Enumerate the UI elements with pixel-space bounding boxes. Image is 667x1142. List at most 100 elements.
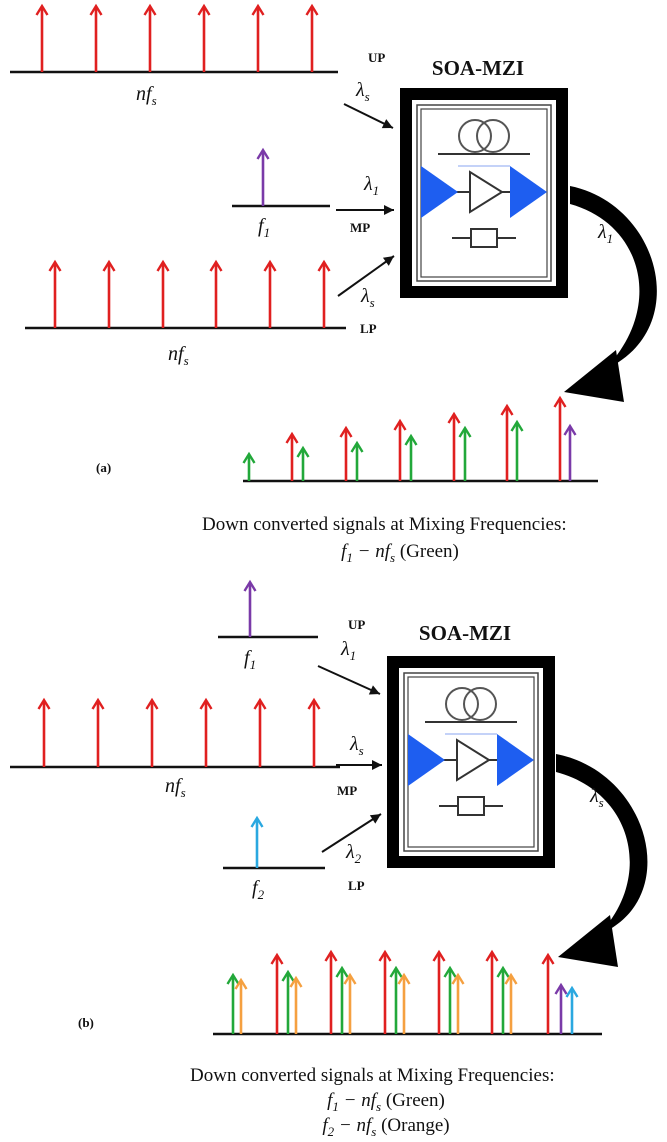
up-spike — [89, 3, 103, 72]
output-spike — [285, 431, 299, 481]
lambda-symbol: λ — [363, 173, 373, 195]
output-spike — [504, 972, 518, 1034]
spike-head — [378, 949, 392, 962]
amplifier-triangle-icon — [469, 170, 504, 214]
caption-part: − nf — [339, 1090, 379, 1111]
arrow-head — [372, 760, 382, 770]
caption-part: 2 — [328, 1124, 335, 1139]
lambda-symbol: λ — [340, 638, 350, 660]
lambda-sub: s — [599, 795, 604, 810]
mp-spike — [91, 697, 105, 767]
label-sub: 2 — [258, 887, 265, 902]
spike-head — [496, 965, 510, 978]
caption-part: s — [376, 1099, 381, 1114]
mp-spike — [253, 697, 267, 767]
spike-head — [226, 972, 240, 985]
spike-head — [296, 445, 310, 458]
mp-input-arrow — [336, 205, 394, 215]
arrow-head — [381, 119, 393, 129]
spike-head — [554, 982, 568, 995]
spike-head — [242, 451, 256, 464]
mp-label: f1 — [258, 215, 270, 240]
arrow-head — [384, 205, 394, 215]
spike-head — [156, 259, 170, 272]
blue-arrow-icon — [421, 166, 458, 218]
output-spike — [289, 975, 303, 1034]
caption-part: − nf — [353, 541, 393, 562]
arrow-head — [369, 814, 381, 824]
spike-head — [143, 3, 157, 16]
output-spike — [242, 451, 256, 481]
output-spike — [541, 952, 555, 1034]
amplifier-triangle-icon — [456, 738, 491, 782]
output-spike — [432, 949, 446, 1034]
output-spike — [393, 418, 407, 481]
lambda-symbol: λ — [597, 221, 607, 243]
arrow-shaft — [317, 665, 381, 695]
port-mp-label: MP — [337, 783, 357, 798]
spike-head — [389, 965, 403, 978]
spike-head — [48, 259, 62, 272]
spike-head — [35, 3, 49, 16]
lambda-symbol: λ — [349, 733, 359, 755]
spike-head — [510, 419, 524, 432]
fiber-coil-icon — [463, 687, 497, 721]
output-spike — [451, 972, 465, 1034]
lambda-symbol: λ — [589, 785, 599, 807]
spike-head — [37, 697, 51, 710]
block-border-1 — [403, 672, 539, 852]
spike-head — [553, 395, 567, 408]
lambda-sub: s — [370, 295, 375, 310]
lp-input-arrow — [321, 813, 382, 853]
lambda-symbol: λ — [355, 79, 365, 101]
lp-lambda-label: λ2 — [345, 841, 362, 866]
spike-head — [443, 965, 457, 978]
port-up-label: UP — [348, 617, 365, 632]
spike-head — [393, 418, 407, 431]
panel-b-label: (b) — [78, 1015, 94, 1030]
output-spike — [339, 425, 353, 481]
label-main: f — [252, 877, 260, 899]
output-spike — [296, 445, 310, 481]
lp-spike — [156, 259, 170, 328]
spike-head — [404, 433, 418, 446]
output-spike — [500, 403, 514, 481]
output-spike — [404, 433, 418, 481]
spike-head — [343, 972, 357, 985]
spike-head — [263, 259, 277, 272]
lambda-sub: 1 — [373, 183, 380, 198]
caption-b-line3: f2 − nfs (Orange) — [322, 1115, 449, 1139]
blue-arrow-icon — [408, 734, 445, 786]
lp-spike — [48, 259, 62, 328]
lp-spike — [263, 259, 277, 328]
spike-head — [504, 972, 518, 985]
up-spike — [243, 579, 257, 637]
lp-label: nfs — [168, 343, 189, 368]
port-lp-label: LP — [348, 878, 365, 893]
output-curved-arrow — [564, 186, 657, 402]
spike-head — [350, 440, 364, 453]
lambda-sub: 1 — [350, 648, 357, 663]
output-spike — [458, 425, 472, 481]
spike-head — [234, 977, 248, 990]
lambda-sub: 2 — [355, 851, 362, 866]
label-main: nf — [136, 83, 154, 105]
label-main: f — [244, 647, 252, 669]
spike-head — [91, 697, 105, 710]
label-sub: 1 — [250, 657, 257, 672]
spike-head — [335, 965, 349, 978]
spike-head — [485, 949, 499, 962]
spike-head — [281, 969, 295, 982]
spike-head — [447, 411, 461, 424]
spike-head — [270, 952, 284, 965]
caption-part: 1 — [346, 550, 353, 565]
spike-head — [541, 952, 555, 965]
spike-head — [317, 259, 331, 272]
up-input-arrow — [343, 103, 394, 129]
spike-head — [285, 431, 299, 444]
port-mp-label: MP — [350, 220, 370, 235]
output-spike — [234, 977, 248, 1034]
up-lambda-label: λs — [355, 79, 370, 104]
caption-a-line1: Down converted signals at Mixing Frequen… — [202, 514, 567, 535]
